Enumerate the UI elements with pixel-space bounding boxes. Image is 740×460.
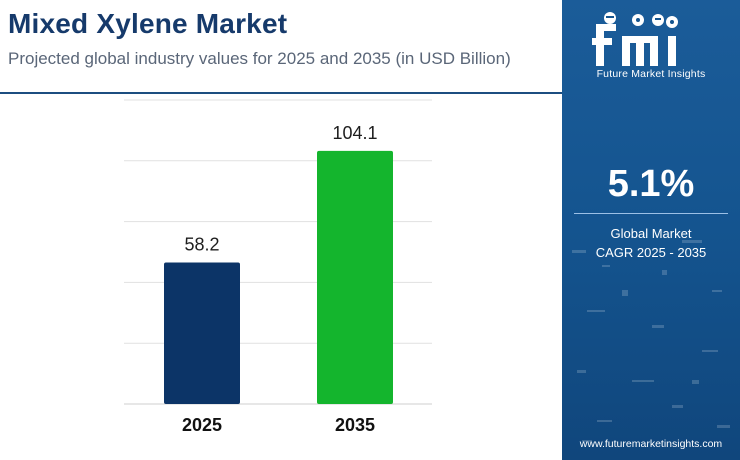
x-tick-2025: 2025 xyxy=(182,415,222,435)
bar-chart: 58.2 104.1 2025 2035 xyxy=(124,99,432,435)
texture-pattern xyxy=(572,240,730,442)
cagr-label-line1: Global Market xyxy=(610,226,692,241)
value-label-2025: 58.2 xyxy=(184,234,219,254)
x-tick-2035: 2035 xyxy=(335,415,375,435)
header-divider xyxy=(0,92,562,94)
chart-subtitle: Projected global industry values for 202… xyxy=(8,49,511,68)
cagr-label: Global Market CAGR 2025 - 2035 xyxy=(562,224,740,262)
cagr-divider xyxy=(574,213,728,214)
chart-title: Mixed Xylene Market xyxy=(8,8,288,39)
x-tick-labels: 2025 2035 xyxy=(182,415,375,435)
value-labels: 58.2 104.1 xyxy=(184,123,377,255)
website-url: www.futuremarketinsights.com xyxy=(579,438,723,450)
brand-tagline: Future Market Insights xyxy=(596,68,706,80)
cagr-value: 5.1% xyxy=(607,163,695,205)
bar-2035 xyxy=(317,150,393,404)
value-label-2035: 104.1 xyxy=(332,123,377,143)
bars xyxy=(164,150,393,404)
cagr-label-line2: CAGR 2025 - 2035 xyxy=(595,245,707,260)
bar-2025 xyxy=(164,262,240,404)
summary-panel: Future Market Insights 5.1% Global Marke… xyxy=(562,0,740,460)
fmi-logo xyxy=(592,12,678,66)
